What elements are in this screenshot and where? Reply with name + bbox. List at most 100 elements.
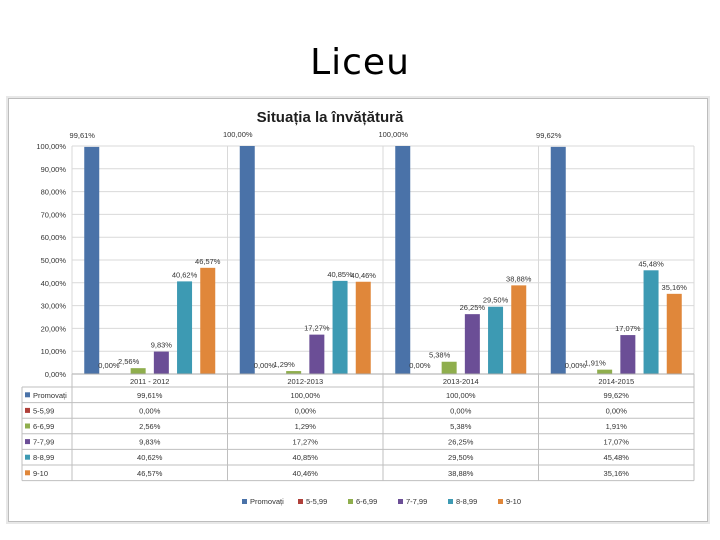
legend-label: 9-10 <box>506 497 521 506</box>
legend-key <box>298 499 303 504</box>
table-cell: 0,00% <box>606 406 628 415</box>
data-label: 40,46% <box>351 271 377 280</box>
data-label: 100,00% <box>223 130 253 139</box>
data-label: 5,38% <box>429 351 451 360</box>
data-label: 35,16% <box>662 283 688 292</box>
bar <box>332 280 348 374</box>
bar <box>441 361 457 374</box>
data-label: 17,07% <box>615 324 641 333</box>
data-label: 29,50% <box>483 296 509 305</box>
data-label: 2,56% <box>118 357 140 366</box>
legend-label: 7-7,99 <box>406 497 427 506</box>
legend-key <box>398 499 403 504</box>
legend-label: 8-8,99 <box>456 497 477 506</box>
table-cell: 35,16% <box>604 469 630 478</box>
table-cell: 100,00% <box>290 391 320 400</box>
bar <box>395 146 411 374</box>
y-tick-label: 100,00% <box>36 142 66 151</box>
table-series-name: 5-5,99 <box>33 406 54 415</box>
bar <box>309 334 325 374</box>
bar <box>550 146 566 374</box>
data-label: 46,57% <box>195 257 221 266</box>
table-series-name: 6-6,99 <box>33 422 54 431</box>
bar <box>200 267 216 374</box>
table-cell: 2,56% <box>139 422 161 431</box>
bar <box>597 369 613 374</box>
table-cell: 0,00% <box>295 406 317 415</box>
y-tick-label: 70,00% <box>41 210 67 219</box>
table-legend-key <box>25 470 30 476</box>
y-tick-label: 20,00% <box>41 324 67 333</box>
y-tick-label: 10,00% <box>41 347 67 356</box>
table-series-name: Promovați <box>33 391 67 400</box>
table-cell: 100,00% <box>446 391 476 400</box>
x-tick-label: 2013-2014 <box>443 377 479 386</box>
table-legend-key <box>25 407 30 413</box>
data-label: 9,83% <box>151 341 173 350</box>
table-series-name: 7-7,99 <box>33 438 54 447</box>
legend-label: 6-6,99 <box>356 497 377 506</box>
table-series-name: 9-10 <box>33 469 48 478</box>
table-cell: 17,27% <box>293 438 319 447</box>
data-label: 100,00% <box>378 130 408 139</box>
data-label: 1,91% <box>585 359 607 368</box>
table-cell: 99,61% <box>137 391 163 400</box>
data-label: 99,61% <box>70 131 96 140</box>
data-label: 99,62% <box>536 131 562 140</box>
data-label: 45,48% <box>638 259 664 268</box>
table-cell: 40,85% <box>293 453 319 462</box>
y-tick-label: 50,00% <box>41 256 67 265</box>
table-cell: 40,46% <box>293 469 319 478</box>
legend-key <box>448 499 453 504</box>
y-tick-label: 90,00% <box>41 165 67 174</box>
y-tick-label: 0,00% <box>45 370 67 379</box>
data-label: 38,88% <box>506 274 532 283</box>
table-cell: 40,62% <box>137 453 163 462</box>
legend-key <box>348 499 353 504</box>
bar <box>464 314 480 374</box>
table-cell: 1,29% <box>295 422 317 431</box>
table-cell: 0,00% <box>139 406 161 415</box>
data-label: 26,25% <box>460 303 486 312</box>
table-cell: 46,57% <box>137 469 163 478</box>
data-label: 0,00% <box>98 361 120 370</box>
table-cell: 9,83% <box>139 438 161 447</box>
chart-title: Situația la învățătură <box>257 109 404 126</box>
bar <box>130 368 146 374</box>
table-cell: 17,07% <box>604 438 630 447</box>
table-legend-key <box>25 454 30 460</box>
table-legend-key <box>25 439 30 445</box>
x-tick-label: 2014-2015 <box>598 377 634 386</box>
bar <box>488 306 504 374</box>
data-label: 1,29% <box>274 360 296 369</box>
data-label: 40,85% <box>327 270 353 279</box>
table-cell: 29,50% <box>448 453 474 462</box>
table-cell: 38,88% <box>448 469 474 478</box>
legend-label: 5-5,99 <box>306 497 327 506</box>
data-label: 40,62% <box>172 270 198 279</box>
slide-title: Liceu <box>310 42 410 83</box>
bar <box>620 335 636 374</box>
table-legend-key <box>25 423 30 429</box>
data-label: 0,00% <box>254 361 276 370</box>
bar <box>177 281 193 374</box>
bar <box>511 285 527 374</box>
table-cell: 0,00% <box>450 406 472 415</box>
y-tick-label: 80,00% <box>41 188 67 197</box>
bar <box>153 351 169 374</box>
bar <box>643 270 659 374</box>
legend-key <box>498 499 503 504</box>
table-cell: 45,48% <box>604 453 630 462</box>
x-tick-label: 2011 - 2012 <box>130 377 169 386</box>
table-series-name: 8-8,99 <box>33 453 54 462</box>
data-label: 17,27% <box>304 324 330 333</box>
bar <box>84 146 100 374</box>
legend-key <box>242 499 247 504</box>
table-cell: 5,38% <box>450 422 472 431</box>
data-label: 0,00% <box>409 361 431 370</box>
data-label: 0,00% <box>565 361 587 370</box>
y-tick-label: 30,00% <box>41 302 67 311</box>
bar <box>355 281 371 374</box>
bar <box>286 371 302 374</box>
bar <box>666 293 682 374</box>
